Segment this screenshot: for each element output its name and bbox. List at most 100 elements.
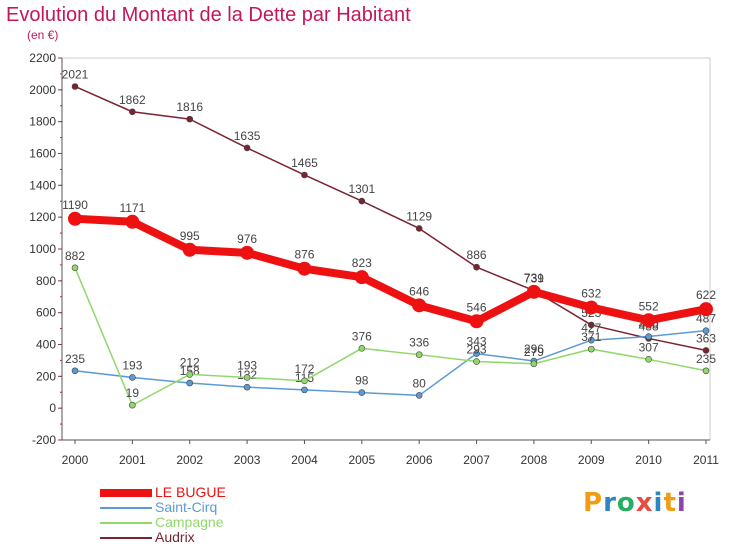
data-point-le-bugue — [469, 314, 484, 329]
data-point-campagne — [530, 360, 538, 368]
series-line-saint-cirq — [74, 329, 707, 397]
data-point-audrix — [473, 263, 480, 271]
data-point-saint-cirq — [129, 374, 136, 381]
data-point-campagne — [473, 358, 480, 365]
data-label-le-bugue: 646 — [409, 284, 429, 298]
legend-label-audrix: Audrix — [155, 529, 195, 545]
data-label-campagne: 882 — [65, 249, 85, 263]
data-point-saint-cirq — [301, 386, 308, 394]
proxiti-logo: Proxiti — [583, 488, 687, 518]
data-label-le-bugue: 731 — [524, 271, 544, 285]
data-point-le-bugue — [68, 211, 82, 226]
data-point-campagne — [301, 377, 308, 385]
series-line-le-bugue — [71, 214, 710, 326]
y-tick-label: 1400 — [29, 178, 56, 192]
y-tick-label: 200 — [36, 369, 56, 383]
data-point-campagne — [71, 264, 79, 272]
data-label-saint-cirq: 296 — [524, 342, 544, 356]
data-label-campagne: 279 — [524, 345, 544, 359]
data-point-campagne — [415, 351, 423, 358]
data-point-le-bugue — [240, 245, 255, 260]
data-point-le-bugue — [584, 300, 599, 315]
legend-swatch-audrix — [100, 537, 152, 539]
y-tick-label: 2000 — [29, 83, 56, 97]
data-point-saint-cirq — [415, 392, 423, 399]
data-point-le-bugue — [182, 242, 197, 257]
data-label-le-bugue: 976 — [237, 232, 257, 246]
data-point-campagne — [129, 401, 136, 409]
chart-title: Evolution du Montant de la Dette par Hab… — [6, 4, 411, 26]
data-label-le-bugue: 823 — [352, 256, 372, 270]
logo-letter: i — [676, 488, 687, 518]
data-label-campagne: 212 — [180, 355, 200, 369]
data-point-audrix — [129, 108, 136, 116]
legend-swatch-saint-cirq — [100, 507, 152, 509]
data-label-audrix: 1301 — [348, 182, 375, 196]
data-label-le-bugue: 552 — [639, 299, 659, 313]
legend-label-campagne: Campagne — [155, 514, 224, 530]
y-tick-label: 800 — [36, 274, 56, 288]
data-point-saint-cirq — [243, 383, 251, 391]
data-label-audrix: 1635 — [234, 129, 261, 143]
y-tick-label: 1600 — [29, 147, 56, 161]
data-point-saint-cirq — [587, 336, 595, 344]
data-point-audrix — [71, 83, 79, 90]
data-label-saint-cirq: 80 — [413, 376, 427, 390]
data-point-audrix — [702, 347, 710, 354]
legend-label-saint-cirq: Saint-Cirq — [155, 499, 218, 515]
data-point-le-bugue — [297, 261, 312, 276]
data-label-campagne: 172 — [294, 362, 314, 376]
data-point-audrix — [301, 171, 308, 179]
x-tick-label: 2002 — [176, 453, 203, 467]
x-tick-label: 2001 — [119, 453, 146, 467]
data-point-saint-cirq — [645, 333, 652, 340]
legend-label-le-bugue: LE BUGUE — [155, 484, 226, 500]
data-point-saint-cirq — [186, 379, 194, 387]
x-tick-label: 2004 — [291, 453, 318, 467]
x-tick-label: 2000 — [62, 453, 89, 467]
y-tick-label: 1000 — [29, 242, 56, 256]
logo-letter: i — [653, 488, 664, 518]
data-point-audrix — [358, 197, 366, 205]
logo-letter: r — [603, 488, 617, 518]
y-tick-label: 400 — [36, 338, 56, 352]
data-point-saint-cirq — [71, 367, 79, 375]
data-point-audrix — [243, 144, 251, 152]
data-label-campagne: 307 — [639, 340, 659, 354]
data-point-saint-cirq — [473, 350, 480, 357]
data-point-audrix — [186, 115, 194, 123]
data-point-le-bugue — [699, 302, 713, 317]
y-tick-label: -200 — [32, 433, 56, 447]
data-point-campagne — [587, 345, 595, 353]
x-tick-label: 2007 — [463, 453, 490, 467]
data-label-campagne: 293 — [467, 343, 487, 357]
x-tick-label: 2006 — [406, 453, 433, 467]
data-label-campagne: 376 — [352, 329, 372, 343]
data-label-saint-cirq: 427 — [581, 321, 601, 335]
data-point-saint-cirq — [358, 389, 366, 396]
x-tick-label: 2008 — [521, 453, 548, 467]
y-tick-label: 600 — [36, 306, 56, 320]
data-label-le-bugue: 876 — [294, 248, 314, 262]
data-label-campagne: 336 — [409, 336, 429, 350]
data-label-saint-cirq: 98 — [355, 374, 369, 388]
data-label-le-bugue: 622 — [696, 288, 716, 302]
data-label-audrix: 739 — [524, 272, 544, 286]
data-point-campagne — [243, 374, 251, 381]
data-label-campagne: 19 — [126, 386, 140, 400]
logo-letter: P — [583, 488, 604, 518]
logo-letter: o — [616, 488, 636, 518]
x-tick-label: 2010 — [635, 453, 662, 467]
data-point-audrix — [415, 225, 423, 232]
data-label-le-bugue: 1190 — [62, 198, 88, 212]
data-label-audrix: 363 — [696, 331, 716, 345]
data-label-le-bugue: 1171 — [119, 201, 145, 215]
logo-letter: t — [663, 488, 677, 518]
legend-swatch-campagne — [100, 522, 152, 524]
x-tick-label: 2009 — [578, 453, 605, 467]
data-label-saint-cirq: 343 — [467, 335, 487, 349]
data-point-audrix — [587, 321, 595, 329]
data-label-audrix: 1816 — [176, 100, 203, 114]
y-tick-label: 1200 — [29, 210, 56, 224]
data-point-le-bugue — [354, 270, 369, 285]
